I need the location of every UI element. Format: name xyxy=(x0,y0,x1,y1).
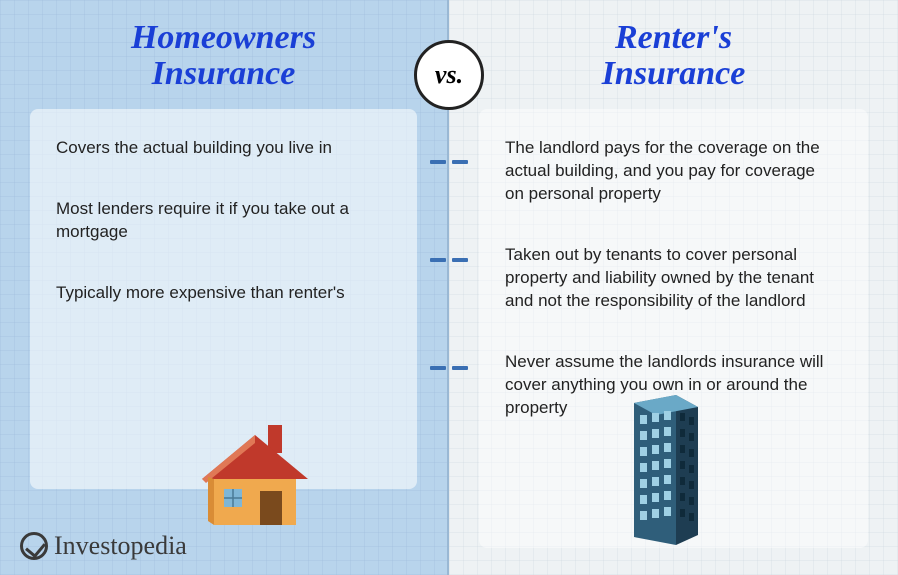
left-heading-line2: Insurance xyxy=(152,55,296,92)
brand-text: Investopedia xyxy=(54,531,187,561)
brand-logo-icon xyxy=(20,532,48,560)
right-heading-line2: Insurance xyxy=(602,55,746,92)
vs-label: vs. xyxy=(435,60,463,90)
right-point-1: The landlord pays for the coverage on th… xyxy=(505,137,842,206)
right-heading: Renter's Insurance xyxy=(479,20,868,91)
building-icon xyxy=(620,385,710,555)
right-point-2: Taken out by tenants to cover personal p… xyxy=(505,244,842,313)
left-heading: Homeowners Insurance xyxy=(30,20,417,91)
dash-row-2 xyxy=(424,258,474,262)
left-point-1: Covers the actual building you live in xyxy=(56,137,391,160)
dash-row-1 xyxy=(424,160,474,164)
brand: Investopedia xyxy=(20,531,187,561)
left-point-2: Most lenders require it if you take out … xyxy=(56,198,391,244)
house-icon xyxy=(190,417,320,537)
dash-row-3 xyxy=(424,366,474,370)
right-heading-line1: Renter's xyxy=(615,19,732,56)
left-heading-line1: Homeowners xyxy=(131,19,316,56)
left-point-3: Typically more expensive than renter's xyxy=(56,282,391,305)
vs-badge: vs. xyxy=(414,40,484,110)
